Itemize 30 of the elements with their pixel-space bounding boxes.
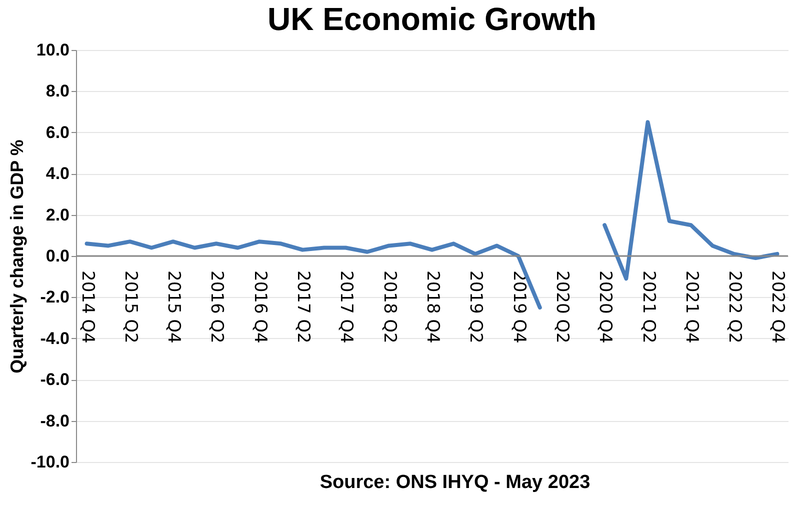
x-tick-label: 2021 Q4 xyxy=(681,270,702,344)
source-note: Source: ONS IHYQ - May 2023 xyxy=(318,472,592,494)
x-tick-label: 2020 Q2 xyxy=(552,270,572,344)
x-tick-label: 2020 Q4 xyxy=(595,270,616,344)
y-tick-label: -10.0 xyxy=(30,452,70,472)
y-tick-label: -6.0 xyxy=(40,370,70,390)
x-tick-label: 2017 Q2 xyxy=(293,270,314,344)
x-tick-label: 2016 Q4 xyxy=(250,270,270,344)
x-tick-label: 2022 Q4 xyxy=(768,270,788,344)
y-tick-label: 0.0 xyxy=(46,246,70,266)
x-tick-label: 2019 Q2 xyxy=(466,270,486,344)
y-tick-label: -4.0 xyxy=(40,328,70,348)
chart-title: UK Economic Growth xyxy=(268,1,596,37)
y-tick-label: 8.0 xyxy=(46,82,70,101)
x-tick-label: 2022 Q2 xyxy=(724,270,745,344)
y-tick-label: 4.0 xyxy=(46,164,70,184)
x-tick-label: 2015 Q2 xyxy=(120,270,140,344)
x-tick-label: 2021 Q2 xyxy=(638,270,658,344)
x-tick-label: 2018 Q2 xyxy=(379,270,400,344)
x-tick-label: 2015 Q4 xyxy=(164,270,184,344)
y-axis-title: Quarterly change in GDP % xyxy=(6,140,27,374)
y-tick-label: -8.0 xyxy=(40,411,70,430)
x-tick-label: 2018 Q4 xyxy=(422,270,442,344)
x-tick-label: 2017 Q4 xyxy=(336,270,356,344)
y-tick-label: 2.0 xyxy=(46,205,70,224)
x-tick-label: 2014 Q4 xyxy=(77,270,98,344)
y-tick-label: 10.0 xyxy=(36,40,70,60)
x-tick-label: 2016 Q2 xyxy=(206,270,227,344)
y-tick-label: 6.0 xyxy=(46,122,70,142)
y-tick-label: -2.0 xyxy=(40,288,70,307)
